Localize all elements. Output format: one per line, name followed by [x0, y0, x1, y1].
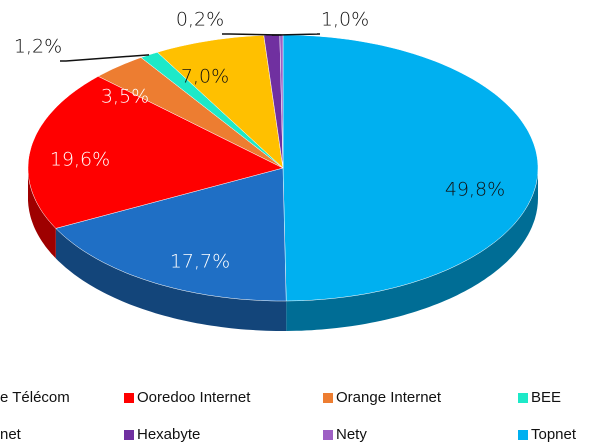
- legend-label: Ooredoo Internet: [137, 389, 251, 406]
- data-label: 1,2%: [14, 36, 62, 58]
- slice: [282, 34, 539, 302]
- slice-side: [28, 168, 56, 259]
- data-label: 0,2%: [176, 9, 224, 31]
- legend-label: Topnet: [531, 426, 577, 443]
- data-label: 17,7%: [170, 251, 230, 273]
- slice: [156, 35, 284, 169]
- slice: [27, 76, 284, 229]
- leader-line: [60, 54, 150, 62]
- slice: [97, 57, 284, 169]
- leader-line: [222, 33, 282, 36]
- data-label: 19,6%: [50, 149, 110, 171]
- legend-swatch: [124, 430, 134, 440]
- data-label: 1,0%: [321, 9, 369, 31]
- data-label: 7,0%: [181, 66, 229, 88]
- legend-swatch: [323, 430, 333, 440]
- legend-label: Hexabyte: [137, 426, 200, 443]
- legend-swatch: [518, 393, 528, 403]
- slice-side: [55, 228, 287, 331]
- data-label: 3,5%: [101, 86, 149, 108]
- legend-label: BEE: [531, 389, 561, 406]
- legend-label: Nety: [336, 426, 367, 443]
- slice: [55, 167, 287, 302]
- leader-line: [271, 33, 321, 36]
- legend-label: e Télécom: [0, 389, 70, 406]
- data-label: 49,8%: [445, 179, 505, 201]
- legend-swatch: [518, 430, 528, 440]
- legend-swatch: [124, 393, 134, 403]
- legend-swatch: [323, 393, 333, 403]
- legend-label: net: [0, 426, 22, 443]
- legend-label: Orange Internet: [336, 389, 442, 406]
- slice-side: [286, 168, 538, 331]
